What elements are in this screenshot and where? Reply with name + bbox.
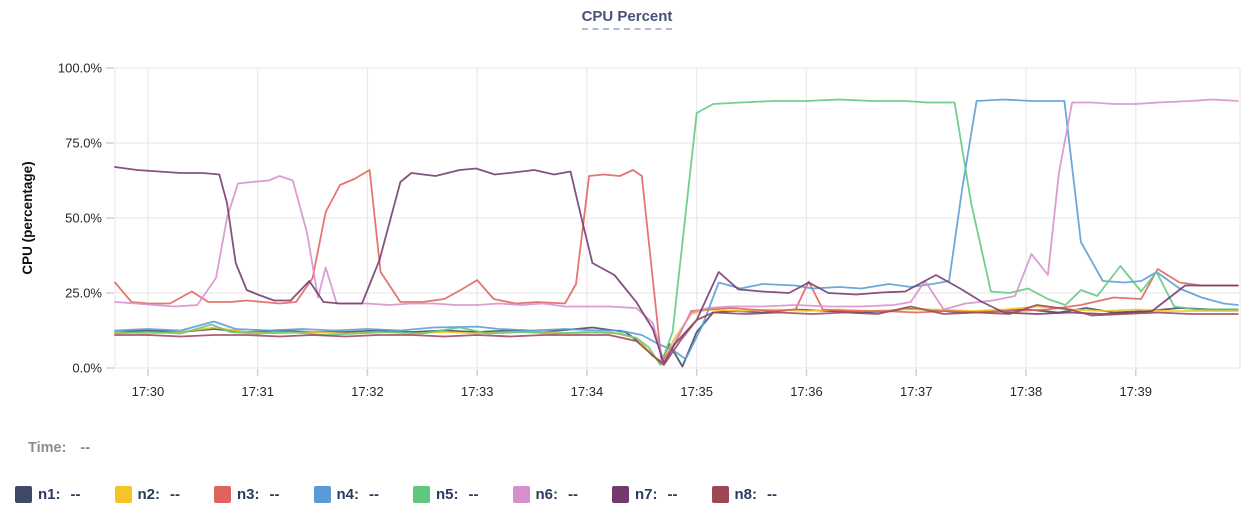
legend-item-n2[interactable]: n2: -- xyxy=(114,486,180,503)
x-tick-label: 17:33 xyxy=(461,384,494,399)
n1-label: n1: xyxy=(38,486,61,503)
legend-item-n5[interactable]: n5: -- xyxy=(413,486,479,503)
legend-item-n6[interactable]: n6: -- xyxy=(512,486,578,503)
time-label: Time: xyxy=(28,440,67,456)
n1-color-swatch xyxy=(15,486,32,503)
legend-item-n8[interactable]: n8: -- xyxy=(711,486,777,503)
x-tick-label: 17:31 xyxy=(241,384,274,399)
chart-legend: n1: -- n2: -- n3: -- n4: -- n5: -- n6: -… xyxy=(15,486,777,503)
n7-label: n7: xyxy=(635,486,658,503)
y-tick-label: 25.0% xyxy=(65,286,102,301)
x-tick-label: 17:34 xyxy=(571,384,604,399)
n4-color-swatch xyxy=(313,486,331,503)
x-tick-label: 17:35 xyxy=(680,384,713,399)
n8-color-swatch xyxy=(711,486,729,503)
series-line-n8 xyxy=(114,304,1239,366)
series-line-n2 xyxy=(114,305,1239,365)
y-tick-label: 0.0% xyxy=(72,361,102,376)
series-line-n4 xyxy=(114,98,1239,360)
n8-label: n8: xyxy=(734,486,758,503)
n2-value: -- xyxy=(170,486,180,503)
n3-value: -- xyxy=(269,486,280,503)
n5-label: n5: xyxy=(436,486,459,503)
y-tick-label: 50.0% xyxy=(65,211,102,226)
legend-item-n4[interactable]: n4: -- xyxy=(313,486,379,503)
cpu-percent-chart[interactable]: 0.0% 25.0% 50.0% 75.0% 100.0% 17:30 17:31 17:32… xyxy=(0,0,1254,412)
x-tick-label: 17:38 xyxy=(1010,384,1043,399)
n3-color-swatch xyxy=(214,486,231,503)
n4-value: -- xyxy=(369,486,379,503)
x-tick-label: 17:39 xyxy=(1119,384,1152,399)
n6-value: -- xyxy=(568,486,578,503)
panel-title[interactable]: CPU Percent xyxy=(581,8,673,30)
series-line-n6 xyxy=(114,98,1239,363)
y-tick-label: 100.0% xyxy=(58,61,103,76)
time-value: -- xyxy=(80,440,91,456)
n6-label: n6: xyxy=(535,486,559,503)
n4-label: n4: xyxy=(336,486,360,503)
n5-value: -- xyxy=(468,486,479,503)
legend-item-n7[interactable]: n7: -- xyxy=(612,486,678,503)
series-line-n5 xyxy=(114,98,1239,366)
n6-color-swatch xyxy=(512,486,530,503)
n3-label: n3: xyxy=(237,486,260,503)
x-tick-label: 17:30 xyxy=(132,384,165,399)
time-readout: Time: -- xyxy=(28,440,90,456)
n5-color-swatch xyxy=(413,486,430,503)
n2-label: n2: xyxy=(137,486,161,503)
n1-value: -- xyxy=(70,486,81,503)
n8-value: -- xyxy=(767,486,777,503)
n7-color-swatch xyxy=(612,486,629,503)
legend-item-n1[interactable]: n1: -- xyxy=(15,486,81,503)
legend-item-n3[interactable]: n3: -- xyxy=(214,486,280,503)
n7-value: -- xyxy=(667,486,678,503)
x-tick-label: 17:37 xyxy=(900,384,933,399)
y-axis-title: CPU (percentage) xyxy=(20,161,35,274)
series-line-n7 xyxy=(114,166,1239,365)
n2-color-swatch xyxy=(114,486,132,503)
panel-title-row: CPU Percent xyxy=(0,8,1254,30)
y-tick-label: 75.0% xyxy=(65,136,102,151)
x-tick-label: 17:32 xyxy=(351,384,384,399)
x-tick-label: 17:36 xyxy=(790,384,823,399)
